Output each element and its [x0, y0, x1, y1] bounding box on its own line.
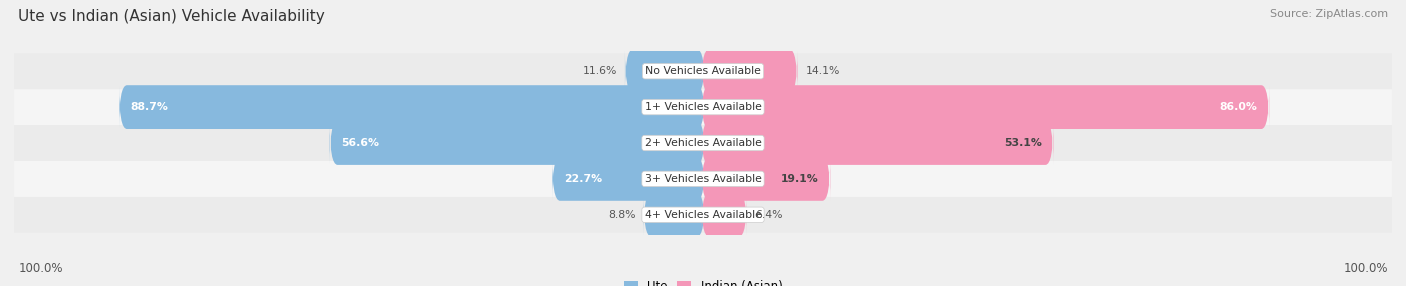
Text: 2+ Vehicles Available: 2+ Vehicles Available — [644, 138, 762, 148]
Text: 56.6%: 56.6% — [342, 138, 380, 148]
FancyBboxPatch shape — [702, 193, 747, 237]
FancyBboxPatch shape — [702, 85, 1270, 129]
Text: 22.7%: 22.7% — [564, 174, 602, 184]
FancyBboxPatch shape — [624, 49, 704, 93]
FancyBboxPatch shape — [702, 157, 831, 201]
Text: 3+ Vehicles Available: 3+ Vehicles Available — [644, 174, 762, 184]
FancyBboxPatch shape — [702, 49, 797, 93]
Text: 11.6%: 11.6% — [582, 66, 617, 76]
FancyBboxPatch shape — [14, 197, 1392, 233]
Text: Source: ZipAtlas.com: Source: ZipAtlas.com — [1270, 9, 1388, 19]
FancyBboxPatch shape — [14, 125, 1392, 161]
Text: 8.8%: 8.8% — [607, 210, 636, 220]
Text: 19.1%: 19.1% — [780, 174, 818, 184]
FancyBboxPatch shape — [702, 121, 1053, 165]
Text: 6.4%: 6.4% — [755, 210, 782, 220]
Text: 4+ Vehicles Available: 4+ Vehicles Available — [644, 210, 762, 220]
Text: 88.7%: 88.7% — [131, 102, 169, 112]
Text: Ute vs Indian (Asian) Vehicle Availability: Ute vs Indian (Asian) Vehicle Availabili… — [18, 9, 325, 23]
Text: 1+ Vehicles Available: 1+ Vehicles Available — [644, 102, 762, 112]
Text: 86.0%: 86.0% — [1219, 102, 1257, 112]
FancyBboxPatch shape — [120, 85, 704, 129]
FancyBboxPatch shape — [553, 157, 704, 201]
Text: 53.1%: 53.1% — [1004, 138, 1042, 148]
FancyBboxPatch shape — [14, 161, 1392, 197]
FancyBboxPatch shape — [329, 121, 704, 165]
Text: No Vehicles Available: No Vehicles Available — [645, 66, 761, 76]
FancyBboxPatch shape — [644, 193, 704, 237]
Text: 100.0%: 100.0% — [1343, 262, 1388, 275]
FancyBboxPatch shape — [14, 89, 1392, 125]
FancyBboxPatch shape — [14, 53, 1392, 89]
Legend: Ute, Indian (Asian): Ute, Indian (Asian) — [619, 276, 787, 286]
Text: 14.1%: 14.1% — [806, 66, 839, 76]
Text: 100.0%: 100.0% — [18, 262, 63, 275]
